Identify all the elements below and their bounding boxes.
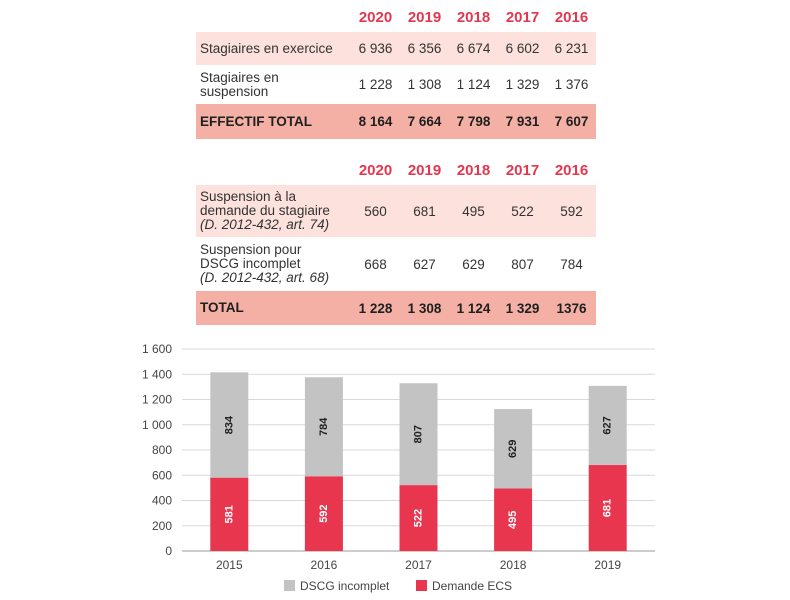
- year-header: 2017: [505, 8, 540, 26]
- bar-dscg-incomplet: [588, 385, 627, 466]
- data-label-demande-ecs: 681: [602, 499, 614, 517]
- bar-demande-ecs: [494, 488, 533, 551]
- table-cell: 1 228: [351, 65, 400, 104]
- total-cell: 1 124: [449, 291, 498, 325]
- bar-demande-ecs: [399, 485, 438, 551]
- data-label-dscg-incomplet: 627: [602, 416, 614, 434]
- table-row: Suspension pour DSCG incomplet (D. 2012-43…: [196, 237, 596, 291]
- table-row: Stagiaires en exercice 6 936 6 356 6 674…: [196, 32, 596, 65]
- x-tick-label: 2015: [216, 558, 243, 572]
- total-cell: 1376: [547, 291, 596, 325]
- stacked-bar-chart: 0 200 400 600 800 1 000 1 200 1 400 1 600 581 834 2…: [142, 342, 655, 593]
- year-header: 2016: [554, 161, 589, 179]
- row-label: Stagiaires en exercice: [196, 32, 351, 65]
- suspension-table-header: 2020 2019 2018 2017 2016: [196, 155, 596, 185]
- table-cell: 1 308: [400, 65, 449, 104]
- bar-dscg-incomplet: [494, 409, 533, 489]
- y-tick-label: 800: [152, 443, 172, 457]
- staff-table: 2020 2019 2018 2017 2016 Stagiaires en e…: [196, 2, 596, 139]
- row-label: Stagiaires en suspension: [196, 65, 351, 104]
- y-tick-label: 0: [165, 544, 172, 558]
- table-cell: 6 674: [449, 32, 498, 65]
- y-tick-label: 1 000: [142, 418, 172, 432]
- total-cell: 7 798: [449, 104, 498, 139]
- year-header: 2016: [554, 8, 589, 26]
- legend-swatch-dscg-incomplet: [284, 580, 295, 591]
- year-header: 2017: [505, 161, 540, 179]
- year-header: 2019: [407, 8, 442, 26]
- bar-demande-ecs: [304, 476, 343, 551]
- x-tick-label: 2017: [405, 558, 432, 572]
- data-label-dscg-incomplet: 834: [223, 415, 235, 434]
- total-cell: 1 308: [400, 291, 449, 325]
- table-cell: 1 329: [498, 65, 547, 104]
- total-row: TOTAL 1 228 1 308 1 124 1 329 1376: [196, 291, 596, 325]
- suspension-table: 2020 2019 2018 2017 2016 Suspension à la…: [196, 155, 596, 325]
- table-cell: 1 124: [449, 65, 498, 104]
- y-tick-label: 1 600: [142, 342, 172, 356]
- row-label: Suspension pour DSCG incomplet (D. 2012-43…: [196, 237, 351, 291]
- table-cell: 6 936: [351, 32, 400, 65]
- y-tick-label: 1 200: [142, 393, 172, 407]
- total-cell: 1 329: [498, 291, 547, 325]
- y-tick-label: 1 400: [142, 367, 172, 381]
- table-cell: 1 376: [547, 65, 596, 104]
- table-cell: 6 602: [498, 32, 547, 65]
- y-tick-label: 200: [152, 519, 172, 533]
- decree-reference: (D. 2012-432, art. 68): [200, 270, 330, 285]
- legend-swatch-demande-ecs: [416, 580, 427, 591]
- bar-demande-ecs: [588, 465, 627, 551]
- y-tick-label: 400: [152, 494, 172, 508]
- legend-label-dscg-incomplet: DSCG incomplet: [300, 579, 390, 593]
- total-label: EFFECTIF TOTAL: [196, 104, 351, 139]
- year-header: 2018: [456, 161, 491, 179]
- total-cell: 7 931: [498, 104, 547, 139]
- table-cell: 522: [498, 185, 547, 237]
- y-tick-label: 600: [152, 468, 172, 482]
- data-label-demande-ecs: 495: [507, 511, 519, 529]
- x-tick-label: 2018: [500, 558, 527, 572]
- bar-dscg-incomplet: [399, 383, 438, 486]
- total-cell: 7 607: [547, 104, 596, 139]
- year-header: 2020: [358, 8, 393, 26]
- total-row: EFFECTIF TOTAL 8 164 7 664 7 798 7 931 7…: [196, 104, 596, 139]
- year-header: 2019: [407, 161, 442, 179]
- data-label-dscg-incomplet: 807: [413, 425, 425, 443]
- total-label: TOTAL: [196, 291, 351, 325]
- total-cell: 8 164: [351, 104, 400, 139]
- table-cell: 495: [449, 185, 498, 237]
- table-cell: 592: [547, 185, 596, 237]
- decree-reference: (D. 2012-432, art. 74): [200, 217, 330, 232]
- row-label: Suspension à la demande du stagiaire (D. 2…: [196, 185, 351, 237]
- table-cell: 668: [351, 237, 400, 291]
- legend-label-demande-ecs: Demande ECS: [432, 579, 512, 593]
- table-cell: 6 356: [400, 32, 449, 65]
- table-row: Suspension à la demande du stagiaire (D. 2…: [196, 185, 596, 237]
- data-label-demande-ecs: 592: [318, 504, 330, 522]
- staff-table-header: 2020 2019 2018 2017 2016: [196, 2, 596, 32]
- bar-dscg-incomplet: [210, 372, 249, 478]
- bar-demande-ecs: [210, 477, 249, 551]
- data-label-dscg-incomplet: 784: [318, 417, 330, 436]
- table-cell: 627: [400, 237, 449, 291]
- total-cell: 1 228: [351, 291, 400, 325]
- data-label-demande-ecs: 522: [413, 509, 425, 527]
- x-tick-label: 2016: [311, 558, 338, 572]
- table-row: Stagiaires en suspension 1 228 1 308 1 12…: [196, 65, 596, 104]
- year-header: 2020: [358, 161, 393, 179]
- data-label-demande-ecs: 581: [223, 505, 235, 523]
- table-cell: 6 231: [547, 32, 596, 65]
- bar-dscg-incomplet: [304, 377, 343, 477]
- x-tick-label: 2019: [594, 558, 621, 572]
- table-cell: 629: [449, 237, 498, 291]
- table-cell: 681: [400, 185, 449, 237]
- data-label-dscg-incomplet: 629: [507, 440, 519, 458]
- year-header: 2018: [456, 8, 491, 26]
- table-cell: 807: [498, 237, 547, 291]
- table-cell: 784: [547, 237, 596, 291]
- table-cell: 560: [351, 185, 400, 237]
- total-cell: 7 664: [400, 104, 449, 139]
